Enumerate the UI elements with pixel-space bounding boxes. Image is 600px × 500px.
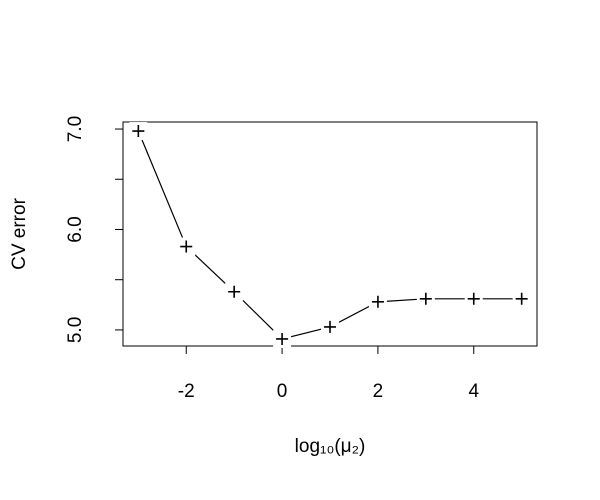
plot-frame [122,121,538,347]
y-tick-label: 5.0 [65,317,86,343]
point [467,292,480,305]
point [419,292,432,305]
x-tick-label: -2 [178,381,195,402]
x-tick-label: 2 [373,381,384,402]
point [276,332,289,345]
point [371,295,384,308]
point [132,125,145,138]
y-tick-label: 6.0 [65,216,86,242]
point [180,240,193,253]
point [515,292,528,305]
x-tick-label: 0 [277,381,288,402]
x-tick-label: 4 [468,381,479,402]
line [137,130,522,340]
point [228,285,241,298]
y-tick-label: 7.0 [65,116,86,142]
y-axis-label: CV error [9,197,30,269]
x-axis-label: log₁₀(μ₂) [295,436,366,457]
point [324,320,336,333]
